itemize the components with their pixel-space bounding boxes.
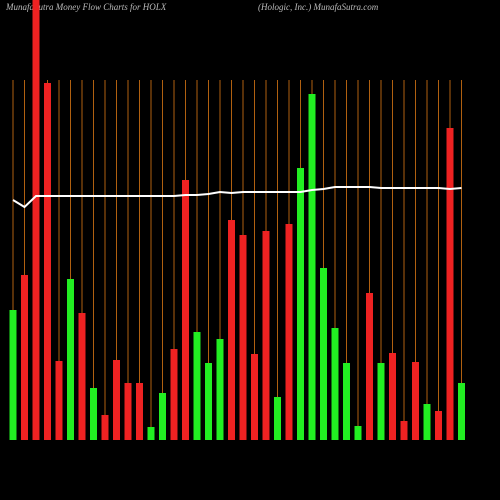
bar [423, 404, 431, 440]
bar [44, 83, 51, 440]
bar [193, 332, 201, 440]
bar [320, 268, 327, 440]
bar [136, 383, 143, 440]
bar [78, 313, 86, 440]
bar [90, 388, 97, 440]
bar [216, 339, 224, 440]
flow-line [12, 186, 462, 209]
bar [55, 361, 63, 440]
chart-subtitle: (Hologic, Inc.) MunafaSutra.com [258, 2, 379, 12]
bar [354, 426, 362, 440]
bar [205, 363, 212, 440]
bar [308, 94, 316, 440]
bar [101, 415, 109, 440]
bar [285, 224, 293, 440]
bar [446, 128, 454, 440]
bar [9, 310, 17, 440]
bar [377, 363, 385, 440]
bar [458, 383, 465, 440]
bar [67, 279, 74, 440]
bar [366, 293, 373, 440]
bar [147, 427, 155, 440]
bar [274, 397, 281, 440]
chart-title: MunafaSutra Money Flow Charts for HOLX [5, 2, 167, 12]
bar [343, 363, 350, 440]
bar [331, 328, 339, 440]
bar [435, 411, 442, 440]
bar [389, 353, 396, 440]
bar [239, 235, 247, 440]
bar [251, 354, 258, 440]
bar [228, 220, 235, 440]
bar [400, 421, 408, 440]
bar [412, 362, 419, 440]
bar [21, 275, 28, 440]
bar [170, 349, 178, 440]
bar [124, 383, 132, 440]
bar [262, 231, 270, 440]
bar [297, 168, 304, 440]
bar [113, 360, 120, 440]
bar [182, 180, 189, 440]
bar [159, 393, 166, 440]
bar [32, 0, 40, 440]
